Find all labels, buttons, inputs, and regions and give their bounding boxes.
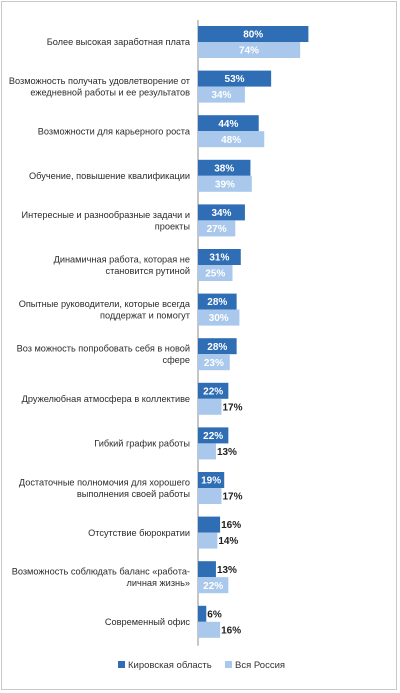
category-label: сфере	[163, 355, 190, 365]
bar-kirov	[198, 516, 221, 533]
category-label: проекты	[155, 221, 190, 231]
category-label: Возможности для карьерного роста	[38, 126, 191, 136]
bar-kirov	[198, 605, 207, 622]
value-label-kirov: 28%	[207, 297, 227, 308]
value-label-kirov: 19%	[201, 476, 221, 487]
bar-kirov	[198, 249, 241, 265]
value-label-russia: 17%	[222, 492, 242, 503]
value-label-kirov: 34%	[211, 208, 231, 219]
legend-swatch-kirov	[118, 661, 125, 668]
value-label-russia: 74%	[239, 46, 259, 57]
value-label-kirov: 80%	[243, 30, 263, 41]
bar-russia	[198, 220, 236, 237]
bar-russia	[198, 175, 252, 192]
category-label: личная жизнь»	[127, 578, 190, 588]
category-label: Достаточные полномочия для хорошего	[19, 477, 190, 487]
value-label-russia: 27%	[207, 224, 227, 235]
category-label: Более высокая заработная плата	[47, 37, 191, 47]
bar-kirov	[198, 338, 237, 355]
bar-russia	[198, 354, 230, 371]
value-label-russia: 14%	[218, 536, 238, 547]
bar-russia	[198, 265, 233, 281]
value-label-kirov: 22%	[203, 386, 223, 397]
category-label: Современный офис	[105, 617, 191, 627]
value-label-kirov: 13%	[217, 565, 237, 576]
bar-kirov	[198, 427, 229, 444]
category-labels: Более высокая заработная плата Возможност…	[9, 37, 191, 627]
category-label: Дружелюбная атмосфера в коллективе	[22, 394, 190, 404]
bar-russia	[198, 86, 245, 103]
value-label-russia: 23%	[204, 358, 224, 369]
category-label: выполнения своей работы	[77, 489, 190, 499]
value-label-russia: 16%	[221, 625, 241, 636]
bar-kirov	[198, 204, 245, 221]
category-label: Динамичная работа, которая не	[54, 254, 190, 264]
bar-russia	[198, 488, 222, 504]
bar-russia	[198, 621, 221, 638]
category-label: Возможность соблюдать баланс «работа-	[12, 567, 190, 577]
legend-label-kirov: Кировская область	[128, 660, 212, 671]
bar-kirov	[198, 115, 259, 132]
value-label-kirov: 31%	[209, 253, 229, 264]
category-label: становится рутиной	[106, 266, 191, 276]
category-label: Обучение, повышение квалификации	[29, 171, 190, 181]
value-label-kirov: 28%	[207, 342, 227, 353]
value-label-russia: 13%	[217, 447, 237, 458]
legend: Кировская область Вся Россия	[118, 660, 285, 671]
bar-kirov	[198, 159, 251, 176]
category-label: Опытные руководители, которые всегда	[19, 299, 191, 309]
value-label-kirov: 44%	[218, 119, 238, 130]
bar-kirov	[198, 382, 229, 399]
bars: 80% 74% 53% 34% 44% 48% 38% 39% 34% 27% 31% 25% 28% 3…	[198, 26, 309, 638]
category-label: Воз можность попробовать себя в новой	[17, 344, 190, 354]
value-label-kirov: 38%	[214, 163, 234, 174]
bar-kirov	[198, 293, 237, 310]
category-label: поддержат и помогут	[100, 311, 191, 321]
bar-russia	[198, 443, 216, 460]
bar-russia	[198, 398, 222, 415]
value-label-russia: 48%	[221, 135, 241, 146]
bar-russia	[198, 42, 301, 58]
value-label-russia: 34%	[211, 90, 231, 101]
category-label: Отсутствие бюрократии	[88, 528, 190, 538]
bar-russia	[198, 309, 240, 326]
bar-kirov	[198, 561, 216, 578]
value-label-russia: 25%	[205, 269, 225, 280]
bar-kirov	[198, 70, 272, 87]
bar-kirov	[198, 26, 309, 42]
value-label-russia: 17%	[222, 402, 242, 413]
bar-kirov	[198, 472, 225, 488]
value-label-russia: 22%	[203, 581, 223, 592]
value-label-kirov: 16%	[221, 520, 241, 531]
value-label-kirov: 22%	[203, 431, 223, 442]
value-label-kirov: 53%	[225, 74, 245, 85]
value-label-kirov: 6%	[207, 609, 222, 620]
bar-russia	[198, 577, 229, 594]
legend-label-russia: Вся Россия	[235, 660, 285, 671]
value-label-russia: 39%	[215, 179, 235, 190]
bar-russia	[198, 131, 265, 148]
legend-swatch-russia	[225, 661, 232, 668]
category-label: Интересные и разнообразные задачи и	[22, 210, 190, 220]
category-label: ежедневной работы и ее результатов	[30, 88, 190, 98]
category-label: Возможность получать удовлетворение от	[9, 76, 191, 86]
bar-russia	[198, 532, 218, 549]
category-label: Гибкий график работы	[94, 439, 190, 449]
value-label-russia: 30%	[209, 313, 229, 324]
